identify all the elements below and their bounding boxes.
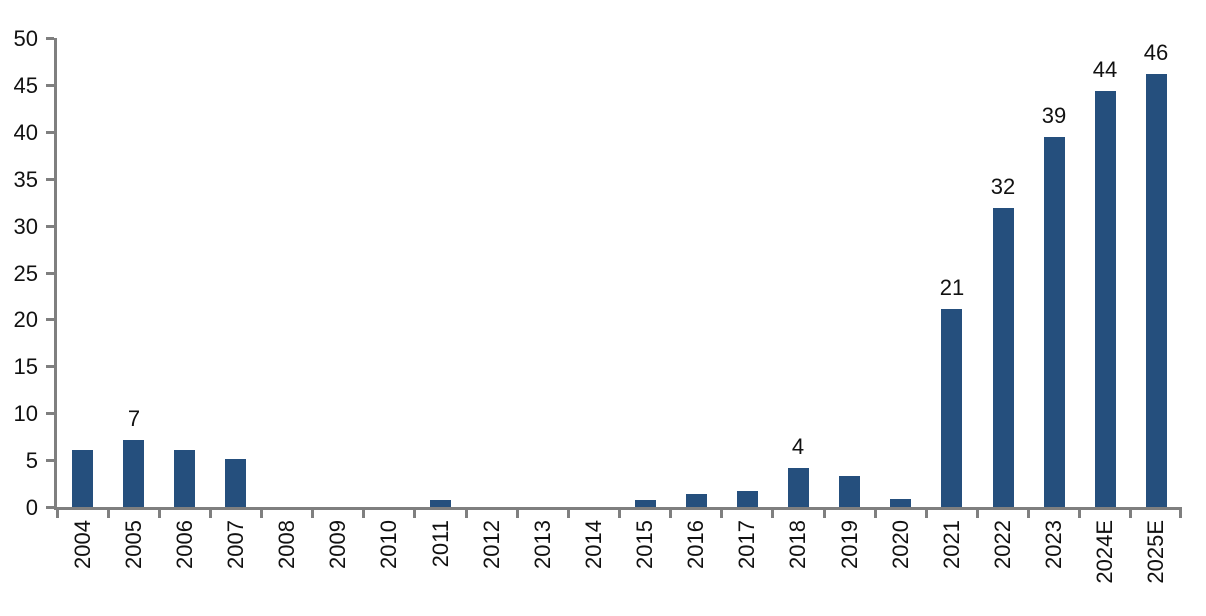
y-axis-label: 50: [13, 26, 38, 51]
y-axis-tick: [46, 318, 54, 322]
bar: [941, 309, 962, 507]
x-axis-line: [54, 507, 1182, 510]
x-axis-label: 2025E: [1143, 520, 1168, 584]
x-axis-label: 2007: [223, 520, 248, 569]
x-axis-tick: [362, 510, 366, 518]
x-axis-tick: [106, 510, 110, 518]
bar: [1044, 137, 1065, 507]
x-axis-tick: [669, 510, 673, 518]
bar: [1095, 91, 1116, 507]
x-axis-label: 2009: [325, 520, 350, 569]
x-axis-label: 2021: [939, 520, 964, 569]
y-axis-tick: [46, 224, 54, 228]
bar: [737, 491, 758, 507]
bar: [993, 208, 1014, 507]
bar: [123, 440, 144, 507]
y-axis-tick: [46, 130, 54, 134]
y-axis-line: [54, 38, 57, 510]
bar: [72, 450, 93, 507]
x-axis-tick: [1179, 510, 1182, 518]
x-axis-label: 2019: [837, 520, 862, 569]
y-axis-label: 5: [25, 448, 38, 474]
x-axis-label: 2010: [376, 520, 401, 569]
y-axis-label: 10: [13, 401, 38, 427]
y-axis-tick: [46, 271, 54, 275]
bar-value-label: 7: [127, 406, 141, 431]
x-axis-tick: [924, 510, 928, 518]
x-axis-label: 2004: [70, 520, 95, 569]
bar-value-label: 46: [1143, 40, 1169, 65]
y-axis-label: 45: [13, 72, 38, 98]
bar: [788, 468, 809, 507]
y-axis-label: 40: [13, 119, 38, 145]
bar-value-label: 39: [1041, 103, 1067, 128]
x-axis-tick: [311, 510, 315, 518]
y-axis-label: 15: [13, 354, 38, 380]
x-axis-tick: [720, 510, 724, 518]
bar: [174, 450, 195, 507]
x-axis-label: 2015: [632, 520, 657, 569]
x-axis-label: 2020: [888, 520, 913, 569]
x-axis-label: 2017: [734, 520, 759, 569]
x-axis-tick: [975, 510, 979, 518]
x-axis-tick: [1027, 510, 1031, 518]
bar-value-label: 21: [939, 275, 965, 300]
x-axis-tick: [566, 510, 570, 518]
x-axis-tick: [771, 510, 775, 518]
bar: [686, 494, 707, 507]
x-axis-tick: [464, 510, 468, 518]
x-axis-label: 2024E: [1092, 520, 1117, 584]
bar: [635, 500, 656, 507]
x-axis-label: 2012: [479, 520, 504, 569]
x-axis-label: 2018: [785, 520, 810, 569]
y-axis-tick: [46, 177, 54, 181]
x-axis-tick: [208, 510, 212, 518]
x-axis-tick: [873, 510, 877, 518]
x-axis-label: 2006: [172, 520, 197, 569]
x-axis-label: 2005: [121, 520, 146, 569]
x-axis-tick: [515, 510, 519, 518]
x-axis-label: 2016: [683, 520, 708, 569]
y-axis-label: 20: [13, 307, 38, 333]
y-axis-label: 25: [13, 260, 38, 286]
x-axis-label: 2013: [530, 520, 555, 569]
bar: [890, 499, 911, 507]
bar: [1146, 74, 1167, 507]
bar: [225, 459, 246, 507]
bar: [430, 500, 451, 507]
y-axis-label: 0: [25, 495, 38, 520]
y-axis-tick: [46, 412, 54, 416]
x-axis-tick: [55, 510, 59, 518]
x-axis-tick: [413, 510, 417, 518]
bar-value-label: 32: [990, 174, 1016, 199]
x-axis-label: 2023: [1041, 520, 1066, 569]
y-axis-label: 30: [13, 213, 38, 239]
x-axis-label: 2011: [428, 520, 453, 568]
x-axis-label: 2008: [274, 520, 299, 569]
y-axis-tick: [46, 506, 54, 509]
bar-value-label: 44: [1092, 57, 1118, 82]
x-axis-tick: [618, 510, 621, 518]
bar-value-label: 4: [791, 434, 805, 459]
y-axis-tick: [46, 83, 54, 87]
y-axis-tick: [46, 365, 54, 369]
y-axis-tick: [46, 37, 54, 40]
x-axis-label: 2014: [581, 520, 606, 569]
x-axis-tick: [260, 510, 264, 518]
bar: [839, 476, 860, 507]
x-axis-label: 2022: [990, 520, 1015, 569]
x-axis-tick: [1078, 510, 1082, 518]
y-axis-tick: [46, 459, 54, 463]
x-axis-tick: [1129, 510, 1133, 518]
x-axis-tick: [822, 510, 826, 518]
y-axis-label: 35: [13, 166, 38, 192]
x-axis-tick: [157, 510, 161, 518]
